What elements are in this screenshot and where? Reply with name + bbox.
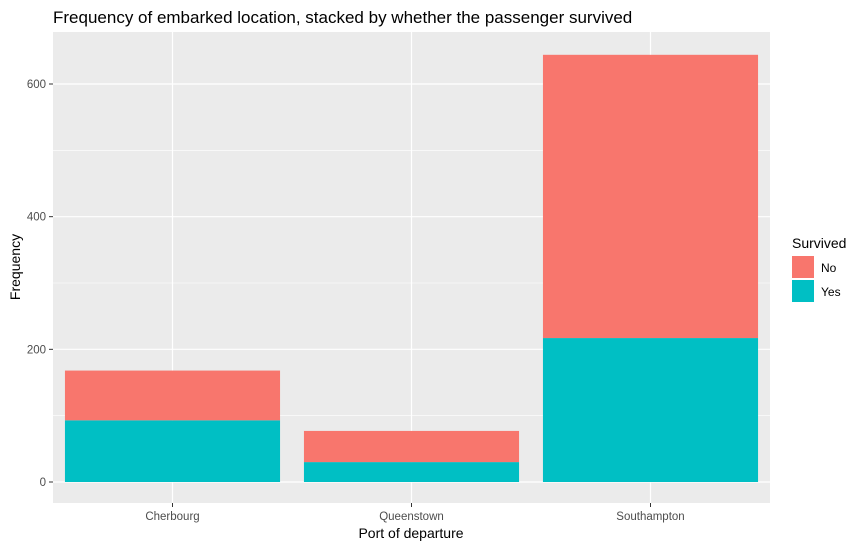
x-axis: Cherbourg Queenstown Southampton [145,503,685,523]
y-axis-title: Frequency [7,234,23,300]
y-tick-label: 600 [27,79,46,91]
bar-queenstown-no [303,430,520,463]
y-tick-label: 200 [27,344,46,356]
chart-title: Frequency of embarked location, stacked … [53,8,632,27]
y-tick-label: 0 [40,477,46,489]
bar-queenstown-yes [303,462,520,482]
legend-title: Survived [792,235,846,251]
bar-cherbourg-yes [64,420,281,482]
x-axis-title: Port of departure [358,525,463,541]
bar-southampton-no [542,54,759,339]
bar-cherbourg-no [64,370,281,421]
legend-key-no [792,256,814,278]
legend-key-yes [792,280,814,302]
x-tick-label: Cherbourg [145,511,199,523]
bars [64,54,759,482]
y-tick-label: 400 [27,212,46,224]
x-tick-label: Southampton [616,511,684,523]
x-tick-label: Queenstown [379,511,444,523]
y-axis: 0 200 400 600 [27,79,53,489]
legend-label-no: No [821,261,837,275]
legend: Survived No Yes [792,235,846,302]
bar-southampton-yes [542,338,759,482]
legend-label-yes: Yes [821,285,841,299]
